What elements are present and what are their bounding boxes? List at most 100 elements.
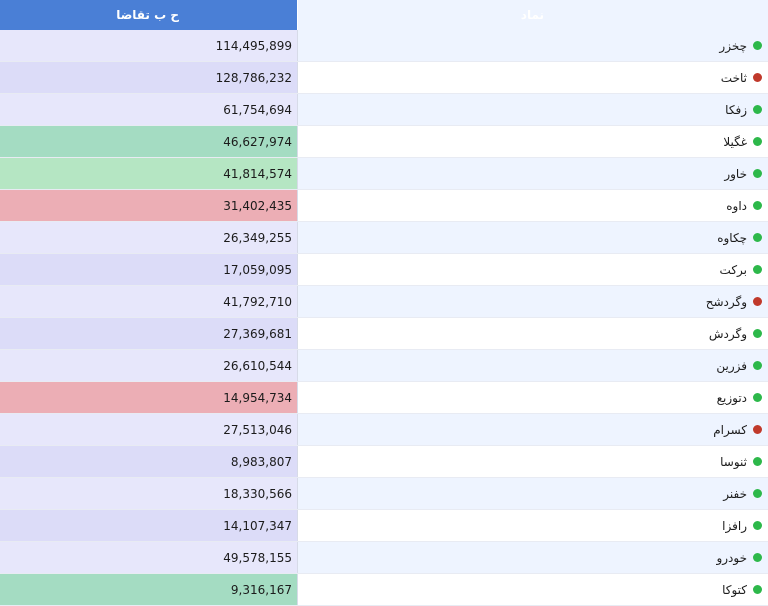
table-row[interactable]: 41,814,574 خاور bbox=[0, 158, 768, 190]
symbol-name[interactable]: وگردش bbox=[708, 326, 747, 341]
demand-value-cell: 128,786,232 bbox=[0, 62, 298, 93]
symbol-cell[interactable]: چکاوه bbox=[298, 222, 768, 253]
table-row[interactable]: 8,983,807 ثنوسا bbox=[0, 446, 768, 478]
symbol-cell[interactable]: زفکا bbox=[298, 94, 768, 125]
symbol-name[interactable]: کسرام bbox=[713, 422, 747, 437]
symbol-name[interactable]: کتوکا bbox=[722, 582, 747, 597]
table-row[interactable]: 27,513,046 کسرام bbox=[0, 414, 768, 446]
status-green-dot-icon bbox=[753, 169, 762, 178]
demand-value: 27,369,681 bbox=[223, 326, 292, 341]
demand-value-cell: 14,107,347 bbox=[0, 510, 298, 541]
table-row[interactable]: 14,954,734 دتوزیع bbox=[0, 382, 768, 414]
symbol-name[interactable]: دتوزیع bbox=[716, 390, 747, 405]
demand-value: 8,983,807 bbox=[230, 454, 292, 469]
status-green-dot-icon bbox=[753, 585, 762, 594]
demand-value: 18,330,566 bbox=[223, 486, 292, 501]
symbol-name[interactable]: خاور bbox=[724, 166, 747, 181]
status-green-dot-icon bbox=[753, 329, 762, 338]
table-row[interactable]: 128,786,232 ثاخت bbox=[0, 62, 768, 94]
symbol-cell[interactable]: غگیلا bbox=[298, 126, 768, 157]
symbol-cell[interactable]: کسرام bbox=[298, 414, 768, 445]
demand-value: 14,107,347 bbox=[223, 518, 292, 533]
symbol-cell[interactable]: دتوزیع bbox=[298, 382, 768, 413]
symbol-cell[interactable]: رافزا bbox=[298, 510, 768, 541]
symbol-name[interactable]: برکت bbox=[719, 262, 747, 277]
column-header-symbol[interactable]: نماد bbox=[298, 0, 768, 30]
demand-value-cell: 61,754,694 bbox=[0, 94, 298, 125]
symbol-name[interactable]: خفنر bbox=[723, 486, 747, 501]
table-row[interactable]: 61,754,694 زفکا bbox=[0, 94, 768, 126]
status-red-dot-icon bbox=[753, 73, 762, 82]
symbol-name[interactable]: وگردشح bbox=[705, 294, 747, 309]
table-row[interactable]: 49,578,155 خودرو bbox=[0, 542, 768, 574]
symbol-cell[interactable]: چخزر bbox=[298, 30, 768, 61]
symbol-name[interactable]: فزرین bbox=[716, 358, 747, 373]
status-green-dot-icon bbox=[753, 201, 762, 210]
status-green-dot-icon bbox=[753, 521, 762, 530]
table-body: 114,495,899 چخزر 128,786,232 ثاخت 61,754,694… bbox=[0, 30, 768, 606]
status-green-dot-icon bbox=[753, 41, 762, 50]
table-row[interactable]: 27,369,681 وگردش bbox=[0, 318, 768, 350]
status-green-dot-icon bbox=[753, 233, 762, 242]
table-row[interactable]: 41,792,710 وگردشح bbox=[0, 286, 768, 318]
demand-value-cell: 114,495,899 bbox=[0, 30, 298, 61]
demand-value: 27,513,046 bbox=[223, 422, 292, 437]
table-row[interactable]: 18,330,566 خفنر bbox=[0, 478, 768, 510]
symbol-name[interactable]: داوه bbox=[726, 198, 747, 213]
status-green-dot-icon bbox=[753, 137, 762, 146]
symbol-name[interactable]: چخزر bbox=[719, 38, 747, 53]
status-green-dot-icon bbox=[753, 105, 762, 114]
symbol-name[interactable]: چکاوه bbox=[717, 230, 747, 245]
status-green-dot-icon bbox=[753, 361, 762, 370]
demand-value-cell: 41,792,710 bbox=[0, 286, 298, 317]
symbol-cell[interactable]: کتوکا bbox=[298, 574, 768, 605]
symbol-name[interactable]: غگیلا bbox=[723, 134, 747, 149]
status-green-dot-icon bbox=[753, 393, 762, 402]
status-green-dot-icon bbox=[753, 265, 762, 274]
demand-value: 41,814,574 bbox=[223, 166, 292, 181]
demand-value: 61,754,694 bbox=[223, 102, 292, 117]
symbol-cell[interactable]: برکت bbox=[298, 254, 768, 285]
symbol-cell[interactable]: وگردش bbox=[298, 318, 768, 349]
demand-value-cell: 46,627,974 bbox=[0, 126, 298, 157]
table-row[interactable]: 9,316,167 کتوکا bbox=[0, 574, 768, 606]
symbol-cell[interactable]: خاور bbox=[298, 158, 768, 189]
symbol-cell[interactable]: داوه bbox=[298, 190, 768, 221]
demand-value-cell: 27,369,681 bbox=[0, 318, 298, 349]
symbol-cell[interactable]: وگردشح bbox=[298, 286, 768, 317]
table-row[interactable]: 26,610,544 فزرین bbox=[0, 350, 768, 382]
symbol-cell[interactable]: ثاخت bbox=[298, 62, 768, 93]
table-row[interactable]: 14,107,347 رافزا bbox=[0, 510, 768, 542]
demand-value: 31,402,435 bbox=[223, 198, 292, 213]
symbol-cell[interactable]: فزرین bbox=[298, 350, 768, 381]
symbol-cell[interactable]: خفنر bbox=[298, 478, 768, 509]
demand-value-cell: 17,059,095 bbox=[0, 254, 298, 285]
demand-value-cell: 9,316,167 bbox=[0, 574, 298, 605]
status-red-dot-icon bbox=[753, 297, 762, 306]
symbol-name[interactable]: رافزا bbox=[722, 518, 747, 533]
table-row[interactable]: 26,349,255 چکاوه bbox=[0, 222, 768, 254]
symbol-cell[interactable]: ثنوسا bbox=[298, 446, 768, 477]
symbol-cell[interactable]: خودرو bbox=[298, 542, 768, 573]
table-header: ح ب تقاضا نماد bbox=[0, 0, 768, 30]
demand-value: 46,627,974 bbox=[223, 134, 292, 149]
symbol-name[interactable]: زفکا bbox=[725, 102, 747, 117]
table-row[interactable]: 46,627,974 غگیلا bbox=[0, 126, 768, 158]
symbol-name[interactable]: ثنوسا bbox=[720, 454, 747, 469]
table-row[interactable]: 114,495,899 چخزر bbox=[0, 30, 768, 62]
demand-value: 14,954,734 bbox=[223, 390, 292, 405]
demand-value: 128,786,232 bbox=[215, 70, 292, 85]
demand-value-cell: 49,578,155 bbox=[0, 542, 298, 573]
symbol-name[interactable]: خودرو bbox=[716, 550, 747, 565]
demand-value-cell: 18,330,566 bbox=[0, 478, 298, 509]
symbol-name[interactable]: ثاخت bbox=[720, 70, 747, 85]
column-header-demand-value[interactable]: ح ب تقاضا bbox=[0, 0, 298, 30]
table-row[interactable]: 17,059,095 برکت bbox=[0, 254, 768, 286]
table-row[interactable]: 31,402,435 داوه bbox=[0, 190, 768, 222]
demand-value-cell: 27,513,046 bbox=[0, 414, 298, 445]
demand-value-cell: 26,349,255 bbox=[0, 222, 298, 253]
status-red-dot-icon bbox=[753, 425, 762, 434]
demand-value: 9,316,167 bbox=[230, 582, 292, 597]
demand-value-cell: 41,814,574 bbox=[0, 158, 298, 189]
